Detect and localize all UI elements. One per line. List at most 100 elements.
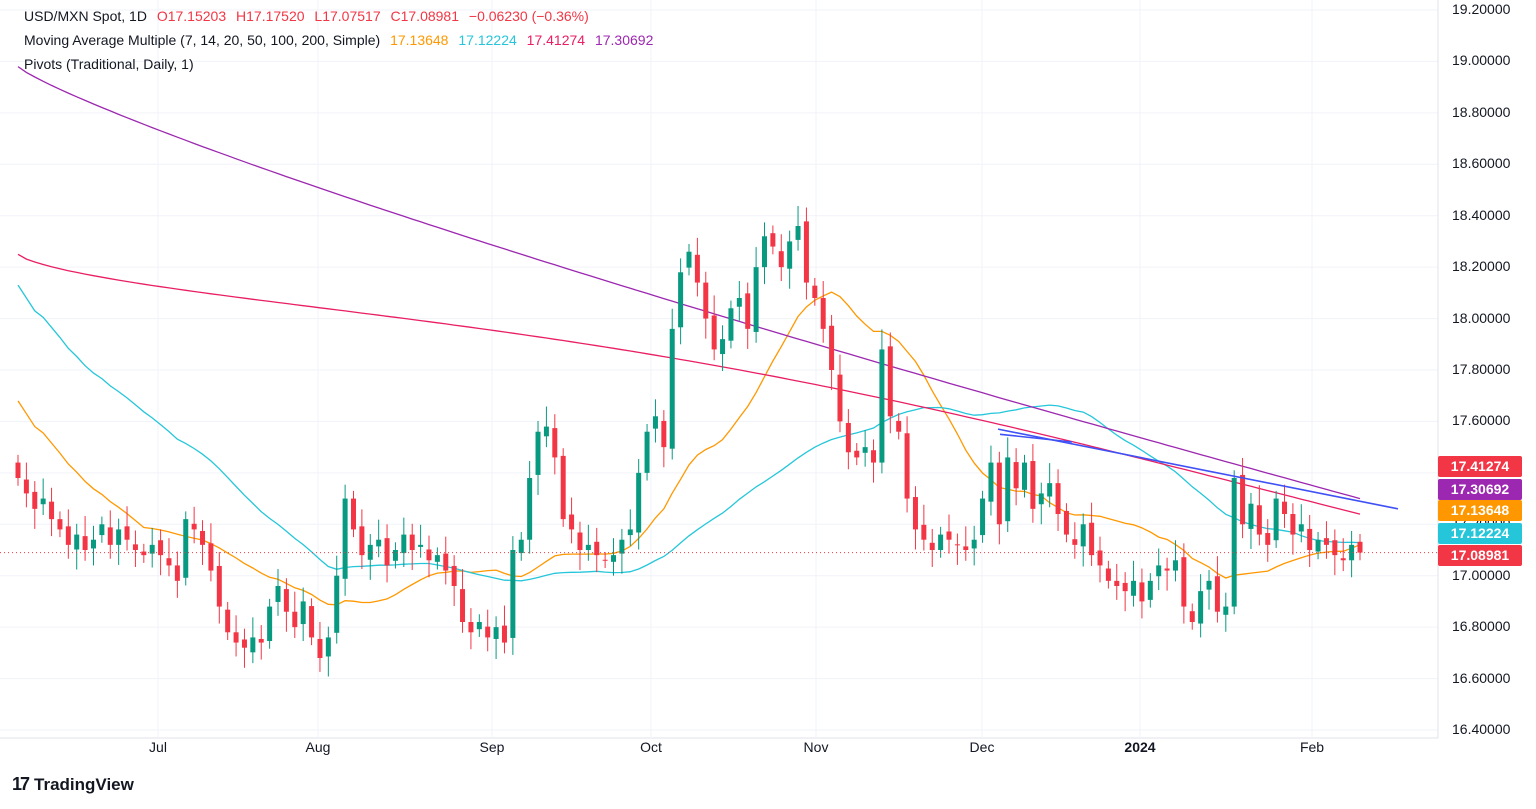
candle-body — [1223, 606, 1229, 615]
candle-body — [728, 308, 734, 341]
candle — [510, 536, 516, 655]
candle-body — [166, 558, 172, 566]
candle — [1072, 522, 1078, 559]
candle-body — [325, 637, 331, 657]
price-badge: 17.08981 — [1438, 545, 1522, 566]
candle — [703, 271, 709, 339]
price-tick-label: 18.40000 — [1452, 206, 1511, 223]
time-axis: Jul Aug Sep Oct Nov Dec 2024 Feb — [149, 739, 1324, 755]
candle — [40, 478, 46, 516]
candle — [233, 615, 239, 657]
candle — [300, 587, 306, 642]
candle-body — [1072, 539, 1078, 545]
price-tick-label: 16.40000 — [1452, 721, 1511, 737]
candle — [174, 551, 180, 598]
tradingview-logo-icon: 17 — [12, 774, 30, 794]
chart-legend: USD/MXN Spot, 1D O17.15203 H17.17520 L17… — [24, 4, 659, 76]
candle-body — [149, 544, 155, 554]
candle — [996, 451, 1002, 545]
candle-body — [1315, 539, 1321, 552]
price-badge: 17.12224 — [1438, 523, 1522, 544]
candle — [1290, 503, 1296, 555]
tradingview-brand[interactable]: 17 TradingView — [12, 774, 134, 795]
brand-label: TradingView — [34, 774, 134, 794]
candle-body — [711, 315, 717, 350]
candle — [778, 234, 784, 282]
candle — [460, 569, 466, 633]
candle — [1256, 485, 1262, 546]
candle — [946, 514, 952, 554]
candle-body — [1013, 462, 1019, 489]
candle — [1206, 570, 1212, 610]
candle-body — [1206, 580, 1212, 590]
candle-body — [283, 589, 289, 612]
candle — [845, 409, 851, 470]
candle — [166, 538, 172, 577]
candle — [426, 535, 432, 578]
moving-averages — [17, 66, 1361, 606]
candle-body — [627, 529, 633, 536]
candle-body — [392, 550, 398, 561]
candle — [577, 521, 583, 571]
candle — [1332, 529, 1338, 576]
candle — [862, 430, 868, 467]
candle-body — [1181, 557, 1187, 607]
candle-body — [745, 293, 751, 329]
candle-body — [1273, 498, 1279, 541]
candle — [812, 277, 818, 306]
candle-body — [460, 589, 466, 622]
candle-body — [418, 544, 424, 547]
candle-body — [518, 539, 524, 554]
candle — [1131, 560, 1137, 607]
candle-body — [74, 534, 80, 550]
candle — [283, 578, 289, 632]
candle-body — [1030, 461, 1036, 509]
candle — [317, 622, 323, 672]
candle-body — [510, 550, 516, 638]
candle — [49, 487, 55, 537]
candle — [32, 481, 38, 529]
price-tick-label: 17.00000 — [1452, 566, 1511, 583]
ma-value-1: 17.13648 — [390, 32, 449, 48]
open-value: O17.15203 — [156, 8, 227, 24]
candle-body — [275, 586, 281, 602]
candle-body — [1080, 524, 1086, 547]
candle-body — [661, 420, 667, 448]
candle-body — [174, 565, 180, 581]
candle — [1315, 532, 1321, 560]
candle — [292, 591, 298, 638]
candle — [560, 448, 566, 527]
candle-body — [1357, 541, 1363, 553]
candle — [1357, 534, 1363, 561]
price-tick-label: 17.60000 — [1452, 412, 1511, 429]
candle — [652, 399, 658, 443]
candle-body — [829, 325, 835, 370]
candle — [669, 308, 675, 460]
candle-body — [1332, 540, 1338, 556]
candle-body — [309, 606, 315, 638]
candle-body — [1105, 568, 1111, 581]
candle-body — [342, 498, 348, 579]
candle-body — [686, 251, 692, 268]
price-badge: 17.13648 — [1438, 500, 1522, 521]
candle — [1097, 536, 1103, 583]
candle — [325, 626, 331, 677]
candle — [552, 414, 558, 475]
candle — [1114, 563, 1120, 600]
candle-body — [1214, 576, 1220, 612]
candle-body — [49, 501, 55, 520]
candle — [912, 486, 918, 550]
candle — [401, 517, 407, 567]
candle — [795, 205, 801, 251]
candle — [468, 608, 474, 650]
candle-body — [1139, 582, 1145, 602]
candle-body — [963, 546, 969, 550]
candle — [191, 506, 197, 544]
candle — [141, 543, 147, 563]
candle-body — [241, 639, 247, 648]
candle-body — [1231, 478, 1237, 607]
candle-body — [132, 544, 138, 550]
candle-body — [82, 536, 88, 550]
candle — [216, 552, 222, 624]
